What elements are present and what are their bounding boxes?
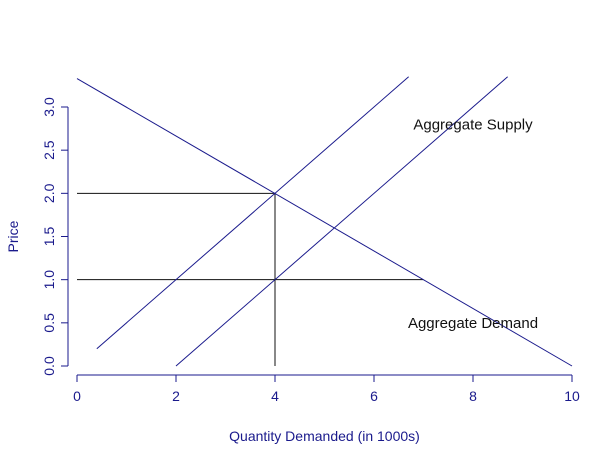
annotations: Aggregate Supply Aggregate Demand	[408, 116, 538, 332]
series-line	[76, 78, 573, 367]
x-axis-title: Quantity Demanded (in 1000s)	[229, 428, 420, 444]
series-line	[96, 76, 409, 350]
x-tick-label: 8	[469, 388, 477, 404]
y-ticks: 0.0 0.5 1.0 1.5 2.0 2.5 3.0	[41, 97, 68, 376]
x-ticks: 0 2 4 6 8 10	[73, 375, 580, 404]
y-tick-label: 1.0	[41, 270, 57, 290]
y-axis-title: Price	[5, 220, 21, 252]
series-lines	[76, 76, 573, 367]
y-tick-label: 3.0	[41, 97, 57, 117]
annotation-label: Aggregate Demand	[408, 315, 538, 332]
x-tick-label: 2	[172, 388, 180, 404]
y-tick-label: 1.5	[41, 227, 57, 247]
x-tick-label: 0	[73, 388, 81, 404]
x-tick-label: 4	[271, 388, 279, 404]
y-tick-label: 2.0	[41, 183, 57, 203]
y-tick-label: 2.5	[41, 140, 57, 160]
reference-lines	[77, 192, 424, 366]
series-line	[175, 76, 508, 367]
y-tick-label: 0.5	[41, 313, 57, 333]
y-tick-label: 0.0	[41, 356, 57, 376]
x-tick-label: 10	[564, 388, 580, 404]
x-tick-label: 6	[370, 388, 378, 404]
annotation-label: Aggregate Supply	[413, 116, 533, 133]
